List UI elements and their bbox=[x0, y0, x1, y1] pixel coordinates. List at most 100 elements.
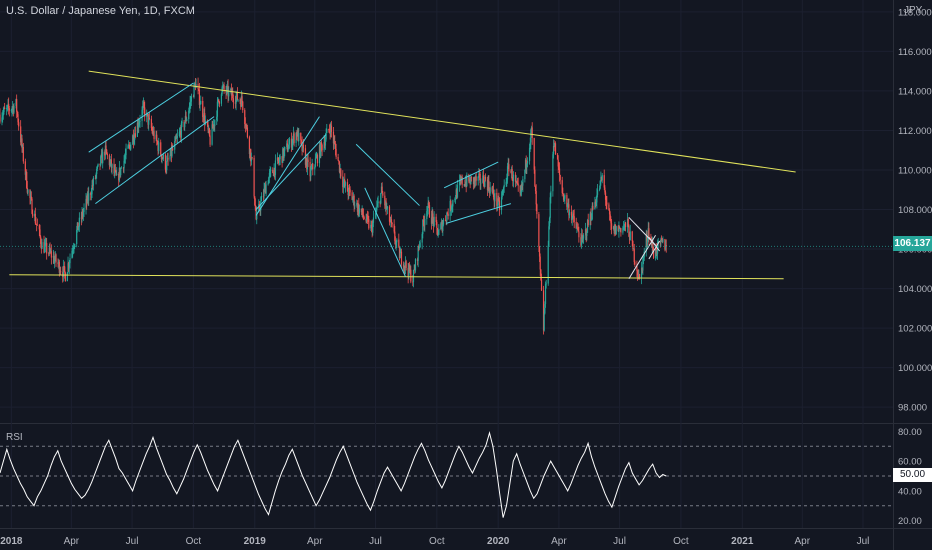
candle-body bbox=[148, 117, 150, 125]
candle-body bbox=[2, 115, 4, 118]
candle-body bbox=[320, 142, 323, 146]
candle-body bbox=[506, 179, 508, 182]
candle-body bbox=[272, 169, 274, 173]
candle-body bbox=[636, 264, 638, 272]
candle-body bbox=[63, 266, 65, 267]
candle-body bbox=[278, 159, 281, 162]
candle-body bbox=[264, 185, 267, 194]
candle-body bbox=[78, 217, 80, 227]
candle-body bbox=[623, 224, 625, 228]
candle-body bbox=[422, 219, 424, 235]
candle-body bbox=[169, 155, 171, 160]
candle-body bbox=[548, 217, 551, 227]
candle-body bbox=[96, 166, 98, 169]
channel-line bbox=[446, 203, 512, 224]
candle-body bbox=[356, 203, 358, 206]
candle-body bbox=[615, 226, 617, 235]
candle-body bbox=[494, 192, 496, 202]
candle-body bbox=[236, 91, 239, 101]
candle-body bbox=[503, 184, 505, 188]
candle-body bbox=[267, 183, 269, 185]
candle-body bbox=[72, 249, 74, 251]
candle-body bbox=[286, 143, 288, 148]
candle-body bbox=[665, 244, 667, 247]
candle-body bbox=[218, 101, 221, 104]
candle-body bbox=[155, 134, 157, 140]
candle-body bbox=[260, 201, 262, 211]
candle-body bbox=[417, 246, 419, 261]
candle-body bbox=[472, 177, 475, 184]
candle-body bbox=[67, 263, 69, 273]
candle-body bbox=[22, 146, 24, 149]
candle-body bbox=[384, 195, 386, 206]
candle-body bbox=[212, 124, 214, 129]
candle-body bbox=[609, 214, 611, 221]
candle-body bbox=[538, 214, 540, 247]
candle-body bbox=[332, 131, 335, 144]
candle-body bbox=[244, 123, 247, 127]
candle-body bbox=[64, 272, 66, 282]
candle-body bbox=[125, 148, 127, 156]
candle-body bbox=[328, 129, 331, 131]
candle-body bbox=[474, 177, 476, 182]
candle-body bbox=[412, 269, 415, 283]
candle-body bbox=[188, 110, 190, 120]
candle-body bbox=[642, 257, 645, 259]
candle-body bbox=[249, 149, 251, 155]
candle-body bbox=[12, 106, 14, 109]
candle-body bbox=[137, 122, 139, 128]
candle-body bbox=[516, 181, 518, 183]
candle-body bbox=[161, 157, 163, 160]
candle-body bbox=[450, 200, 452, 210]
candle-body bbox=[407, 267, 409, 277]
candle-body bbox=[124, 158, 126, 161]
candle-body bbox=[622, 227, 624, 233]
symbol-title[interactable]: U.S. Dollar / Japanese Yen, 1D, FXCM bbox=[6, 5, 195, 17]
candle-body bbox=[559, 174, 561, 181]
candle-body bbox=[226, 87, 228, 93]
candle-body bbox=[226, 85, 229, 88]
candle-body bbox=[488, 180, 490, 189]
candle-body bbox=[132, 135, 134, 145]
rsi-indicator-label[interactable]: RSI bbox=[6, 432, 23, 443]
candle-body bbox=[478, 173, 480, 177]
candle-body bbox=[581, 234, 583, 239]
candle-body bbox=[580, 234, 583, 246]
candle-body bbox=[497, 198, 499, 206]
candle-body bbox=[250, 157, 253, 162]
time-tick-label: Apr bbox=[795, 536, 811, 547]
price-tick-label: 98.000 bbox=[898, 403, 927, 414]
candle-body bbox=[360, 208, 363, 213]
candle-body bbox=[664, 244, 667, 250]
candle-body bbox=[199, 104, 201, 106]
candle-body bbox=[386, 208, 388, 210]
candle-body bbox=[619, 228, 621, 229]
candle-body bbox=[228, 90, 230, 97]
candle-body bbox=[538, 246, 541, 257]
candle-body bbox=[174, 137, 176, 141]
candle-body bbox=[104, 151, 106, 156]
candle-body bbox=[27, 189, 29, 193]
candle-body bbox=[330, 125, 332, 134]
candle-body bbox=[235, 96, 237, 104]
candle-body bbox=[578, 231, 580, 238]
candle-body bbox=[279, 156, 281, 160]
candle-body bbox=[144, 107, 146, 117]
candle-body bbox=[335, 148, 337, 158]
candle-body bbox=[59, 271, 61, 273]
candle-body bbox=[632, 241, 634, 249]
candle-body bbox=[464, 184, 466, 186]
candle-body bbox=[370, 224, 372, 229]
candle-body bbox=[396, 239, 398, 243]
candle-body bbox=[426, 211, 428, 220]
candle-body bbox=[172, 148, 174, 150]
descending-resistance-line bbox=[88, 70, 796, 173]
time-tick-label: Jul bbox=[857, 536, 870, 547]
candle-body bbox=[524, 169, 526, 180]
candle-body bbox=[586, 220, 589, 233]
candle-body bbox=[553, 145, 555, 147]
candle-body bbox=[482, 175, 484, 183]
candle-body bbox=[34, 213, 36, 217]
